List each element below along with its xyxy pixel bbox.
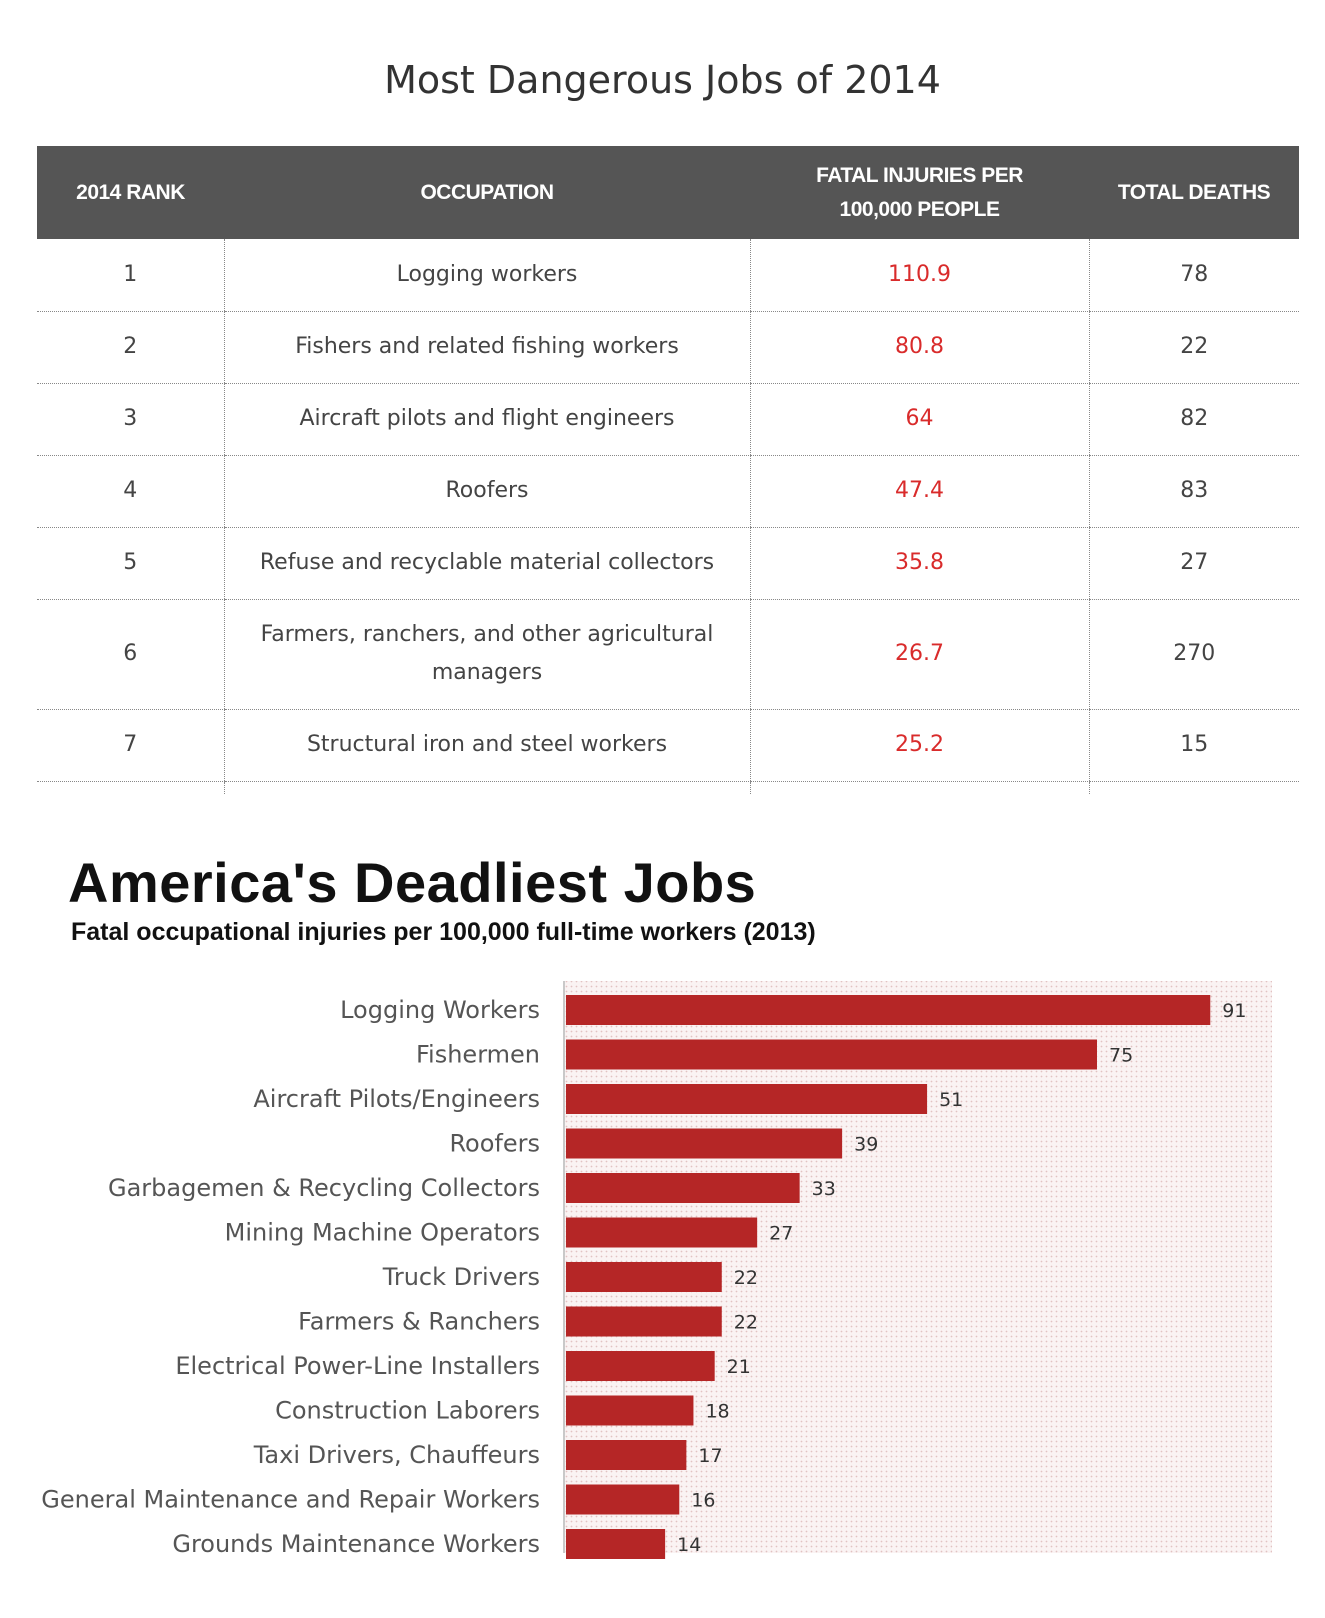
deaths-cell: 82: [1088, 383, 1299, 456]
chart-title: America's Deadliest Jobs: [68, 851, 757, 914]
header-rank: 2014 RANK: [37, 146, 224, 239]
category-label: Logging Workers: [340, 996, 540, 1024]
header-occupation: OCCUPATION: [224, 146, 750, 239]
table-row: 2 Fishers and related fishing workers 80…: [37, 311, 1299, 384]
occupation-cell: Roofers: [223, 455, 750, 528]
occupation-cell: Fishers and related fishing workers: [223, 311, 750, 384]
spacer-cell: [37, 781, 224, 794]
bar: [566, 1173, 800, 1203]
occupation-cell: Farmers, ranchers, and other agricultura…: [223, 599, 750, 710]
rate-cell: 35.8: [749, 527, 1089, 600]
bar: [566, 1351, 715, 1381]
occupation-cell: Refuse and recyclable material collector…: [223, 527, 750, 600]
bar: [566, 995, 1211, 1025]
value-label: 16: [691, 1490, 715, 1512]
occupation-cell: Aircraft pilots and flight engineers: [223, 383, 750, 456]
spacer-cell: [1088, 781, 1299, 794]
category-label: Grounds Maintenance Workers: [172, 1530, 540, 1558]
bar: [566, 1084, 928, 1114]
category-label: Electrical Power-Line Installers: [175, 1352, 540, 1380]
deaths-cell: 15: [1088, 709, 1299, 782]
table-row: 1 Logging workers 110.9 78: [37, 239, 1299, 312]
rate-cell: 110.9: [749, 239, 1089, 312]
category-label: Truck Drivers: [382, 1263, 540, 1291]
occupation-cell: Structural iron and steel workers: [223, 709, 750, 782]
rank-cell: 1: [37, 239, 224, 312]
rank-cell: 7: [37, 709, 224, 782]
deaths-cell: 270: [1088, 599, 1299, 710]
header-total-deaths: TOTAL DEATHS: [1089, 146, 1299, 239]
value-label: 33: [812, 1178, 836, 1200]
rank-cell: 5: [37, 527, 224, 600]
deaths-cell: 22: [1088, 311, 1299, 384]
occupation-line2: managers: [431, 660, 543, 685]
rank-cell: 4: [37, 455, 224, 528]
occupation-line1: Farmers, ranchers, and other agricultura…: [260, 622, 714, 647]
category-label: Farmers & Ranchers: [298, 1308, 540, 1336]
value-label: 18: [705, 1401, 729, 1423]
header-fatal-line1: FATAL INJURIES PER: [816, 163, 1023, 187]
header-fatal-injuries: FATAL INJURIES PER 100,000 PEOPLE: [750, 146, 1089, 239]
value-label: 22: [734, 1267, 758, 1289]
spacer-cell: [749, 781, 1089, 794]
category-label: Mining Machine Operators: [225, 1219, 540, 1247]
value-label: 14: [677, 1534, 701, 1556]
bar: [566, 1262, 722, 1292]
bar: [566, 1395, 694, 1426]
table-row: 6 Farmers, ranchers, and other agricultu…: [37, 599, 1299, 710]
table-row: 4 Roofers 47.4 83: [37, 455, 1299, 528]
table-row: 5 Refuse and recyclable material collect…: [37, 527, 1299, 600]
bar: [566, 1039, 1097, 1070]
bar: [566, 1484, 680, 1515]
deadliest-jobs-bar-chart: Logging Workers 91 Fishermen 75 Aircraft Pil…: [41, 981, 1272, 1559]
value-label: 39: [854, 1134, 878, 1156]
rate-cell: 80.8: [749, 311, 1089, 384]
table-row: 3 Aircraft pilots and flight engineers 6…: [37, 383, 1299, 456]
rate-cell: 26.7: [749, 599, 1089, 710]
rank-cell: 6: [37, 599, 224, 710]
value-label: 91: [1222, 1000, 1246, 1022]
chart-subtitle: Fatal occupational injuries per 100,000 …: [71, 918, 816, 946]
value-label: 22: [734, 1312, 758, 1334]
rate-cell: 25.2: [749, 709, 1089, 782]
header-fatal-line2: 100,000 PEOPLE: [839, 197, 1000, 221]
deaths-cell: 27: [1088, 527, 1299, 600]
rank-cell: 3: [37, 383, 224, 456]
category-label: Fishermen: [416, 1041, 540, 1069]
bar: [566, 1306, 722, 1337]
table-header-row: 2014 RANK OCCUPATION FATAL INJURIES PER 1…: [37, 146, 1299, 239]
category-label: Taxi Drivers, Chauffeurs: [253, 1441, 540, 1469]
bar: [566, 1529, 666, 1559]
rate-cell: 47.4: [749, 455, 1089, 528]
table-title: Most Dangerous Jobs of 2014: [384, 58, 941, 102]
spacer-cell: [223, 781, 750, 794]
category-label: Aircraft Pilots/Engineers: [253, 1085, 540, 1113]
value-label: 21: [727, 1356, 751, 1378]
bar: [566, 1217, 758, 1248]
rate-cell: 64: [749, 383, 1089, 456]
deaths-cell: 78: [1088, 239, 1299, 312]
value-label: 75: [1109, 1045, 1133, 1067]
rank-cell: 2: [37, 311, 224, 384]
table-row: 7 Structural iron and steel workers 25.2…: [37, 709, 1299, 782]
table-spacer-row: [37, 781, 1299, 794]
category-label: General Maintenance and Repair Workers: [41, 1486, 540, 1514]
category-label: Garbagemen & Recycling Collectors: [108, 1174, 540, 1202]
bar: [566, 1440, 687, 1470]
dangerous-jobs-table: 2014 RANK OCCUPATION FATAL INJURIES PER 1…: [37, 146, 1299, 794]
value-label: 27: [769, 1223, 793, 1245]
deaths-cell: 83: [1088, 455, 1299, 528]
category-label: Construction Laborers: [275, 1397, 540, 1425]
bar: [566, 1128, 843, 1159]
occupation-cell: Logging workers: [223, 239, 750, 312]
value-label: 17: [698, 1445, 722, 1467]
category-label: Roofers: [449, 1130, 540, 1158]
value-label: 51: [939, 1089, 963, 1111]
